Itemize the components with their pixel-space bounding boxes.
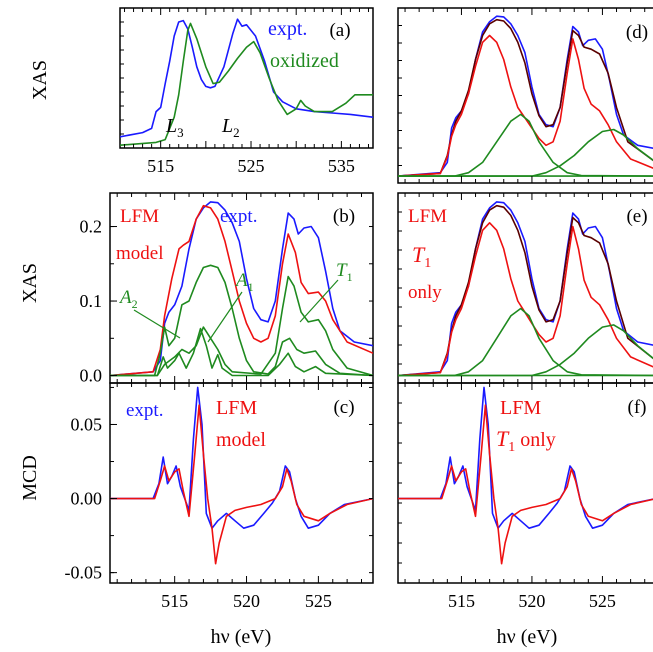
panel-b-a1-subscript: 1 [248, 280, 254, 294]
panel-f-t1: T [496, 426, 510, 451]
panel-d-series-lfm-2 [398, 34, 653, 177]
panel-a-xtick-label: 515 [147, 156, 174, 176]
panel-c-label: (c) [333, 397, 354, 418]
panel-e-series-lfm-t1-only-2 [398, 222, 653, 377]
panel-b-ytick-label: 0.0 [80, 366, 103, 386]
panel-b-annotation-expt: expt. [220, 206, 257, 227]
panel-d-series-expt-0 [398, 15, 653, 177]
panel-b-annotation-t1: T1 [336, 260, 353, 284]
panel-a-annotation-expt: expt. [268, 18, 307, 40]
panel-a-l2-subscript: 2 [233, 125, 240, 140]
panel-b-a1-pointer [207, 291, 243, 343]
panel-f-only: only [515, 429, 556, 451]
panel-e-series-l3-step-3 [398, 307, 653, 377]
panel-a-xtick-label: 535 [328, 156, 355, 176]
panel-b-ylabel: XAS [19, 263, 41, 303]
panel-a-series-expt-0 [120, 18, 373, 138]
panel-d-frame [397, 7, 653, 184]
panel-b-t1-subscript: 1 [347, 270, 353, 284]
panel-b-a2-pointer [133, 309, 181, 339]
panel-b-series-lfm-model-1 [110, 204, 373, 377]
panel-a-annotation-l3: L3 [165, 115, 184, 140]
panel-b-annotation-model: model [116, 243, 164, 264]
panel-d-label: (d) [626, 22, 648, 43]
panel-a-l3-subscript: 3 [177, 125, 184, 140]
panel-b-series-a2-3 [110, 264, 373, 377]
panel-f-xtick-label: 520 [518, 591, 545, 611]
panel-f-xtick-label: 515 [448, 591, 475, 611]
panel-b-plot [110, 201, 373, 377]
panel-a-ylabel: XAS [29, 60, 51, 100]
panel-b-annotation-a2: A2 [118, 287, 138, 311]
panel-b-annotation-a1: A1 [234, 270, 254, 294]
panel-b-series-a1-2 [110, 327, 373, 377]
panel-f-annotation-lfm: LFM [500, 397, 541, 419]
panel-a-plot [120, 18, 373, 146]
panel-c-xlabel: hν (eV) [211, 626, 272, 648]
panel-b-ytick-label: 0.2 [80, 217, 103, 237]
panel-d-series-l2-step-4 [398, 128, 653, 177]
panel-c-xtick-label: 515 [161, 591, 188, 611]
panel-e-annotation-only: only [408, 282, 442, 303]
panel-c-plot [110, 386, 373, 565]
panel-d-series-l3-step-3 [398, 113, 653, 177]
panel-c-ytick-label: 0.00 [71, 489, 103, 509]
panel-f-annotation-t1-only: T1 only [496, 426, 556, 455]
panel-e-annotation-lfm: LFM [408, 206, 447, 227]
panel-e-label: (e) [626, 206, 647, 227]
panel-c-ytick-label: -0.05 [65, 563, 103, 583]
panel-a-annotation-oxidized: oxidized [270, 50, 339, 72]
panel-f-label: (f) [628, 397, 647, 418]
panel-a-xtick-label: 525 [238, 156, 265, 176]
panel-b-series-expt-0 [110, 201, 373, 377]
panel-c-series-lfm-model-1 [110, 404, 373, 565]
panel-e-series-sum-1 [398, 204, 653, 377]
panel-b-ytick-label: 0.1 [80, 291, 103, 311]
panel-b-label: (b) [333, 206, 355, 227]
panel-c-ylabel: MCD [19, 455, 41, 501]
panel-c-frame [109, 382, 374, 584]
panel-c-annotation-model: model [216, 429, 266, 451]
panel-d-plot [398, 15, 653, 177]
panel-f-t1-subscript: 1 [508, 440, 515, 455]
panel-e-annotation-t1: T1 [412, 242, 431, 271]
panel-e-series-l2-step-4 [398, 324, 653, 377]
panel-c-xtick-label: 520 [233, 591, 260, 611]
panel-b-series-t1-4 [110, 275, 373, 377]
panel-d-series-sum-1 [398, 18, 653, 177]
panel-f-series-lfm-t1-only-1 [398, 404, 653, 565]
panel-b-a2-subscript: 2 [132, 297, 138, 311]
panel-c-annotation-lfm: LFM [216, 397, 257, 419]
panel-a-series-oxidized-1 [120, 22, 373, 146]
panel-c-annotation-expt: expt. [126, 400, 163, 421]
panel-c-xtick-label: 525 [305, 591, 332, 611]
panel-a-annotation-l2: L2 [221, 115, 240, 140]
panel-b-t1-pointer [299, 279, 339, 323]
panel-f-xtick-label: 525 [589, 591, 616, 611]
plot-layer: 515 525 535 0.0 0.1 0.2 515 520 525 -0.05 0.00 0.05… [65, 8, 653, 611]
panel-e-t1-subscript: 1 [424, 256, 431, 271]
panel-a-label: (a) [329, 20, 350, 41]
panel-f-xlabel: hν (eV) [497, 626, 558, 648]
panel-f-plot [398, 386, 653, 565]
panel-e-plot [398, 201, 653, 377]
panel-b-annotation-lfm: LFM [120, 206, 159, 227]
panel-c-ytick-label: 0.05 [71, 414, 103, 434]
